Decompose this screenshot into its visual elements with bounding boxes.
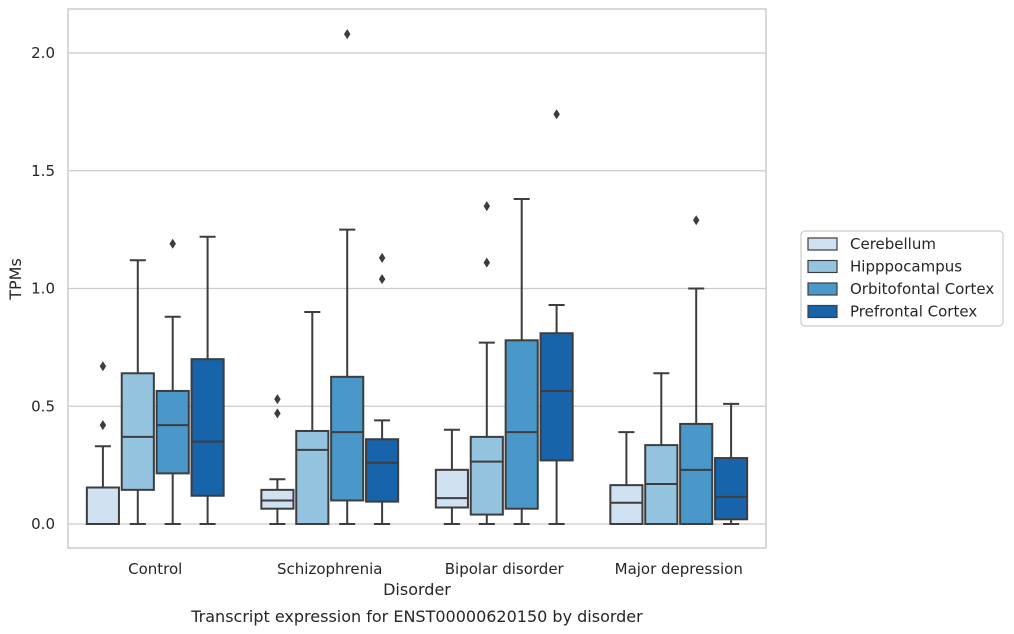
box-group (295, 311, 330, 526)
y-axis-label: TPMs (6, 258, 25, 301)
box (609, 484, 644, 525)
outlier-point (169, 238, 176, 249)
box (190, 358, 225, 497)
box (120, 372, 155, 491)
outlier-point (378, 252, 386, 263)
y-tick-label: 0.0 (31, 515, 55, 533)
y-tick-label: 1.0 (31, 280, 55, 298)
legend: Cerebellum Hipppocampus Orbitofontal Corte… (800, 230, 1004, 327)
box (539, 332, 574, 462)
box-plots (85, 29, 749, 526)
box (434, 468, 469, 509)
box (365, 438, 400, 503)
box-group (120, 259, 155, 525)
box (330, 375, 365, 502)
box-group (539, 109, 574, 525)
outlier-point (274, 408, 281, 419)
box (155, 389, 190, 475)
legend-label: Hipppocampus (850, 258, 962, 276)
outlier-point (483, 257, 491, 268)
box (85, 486, 120, 525)
legend-label: Prefrontal Cortex (850, 303, 977, 321)
outlier-point (378, 274, 386, 285)
box-group (679, 215, 714, 526)
chart-caption: Transcript expression for ENST0000062015… (190, 607, 643, 626)
box-group (434, 428, 469, 525)
x-tick-label: Control (128, 560, 182, 578)
box (295, 429, 330, 526)
box-group (609, 431, 644, 525)
y-tick-label: 0.5 (31, 397, 55, 415)
legend-frame (800, 230, 1004, 327)
x-tick-labels: Control Schizophrenia Bipolar disorder Majo… (128, 560, 743, 578)
box-group (469, 201, 504, 525)
legend-swatch (807, 304, 838, 319)
box-group (714, 402, 749, 525)
y-tick-label: 1.5 (31, 162, 55, 180)
x-tick-label: Major depression (615, 560, 743, 578)
box-group (504, 198, 539, 525)
outlier-point (99, 361, 107, 372)
x-tick-label: Bipolar disorder (445, 560, 565, 578)
legend-swatch (807, 237, 838, 251)
legend-swatch (807, 282, 838, 296)
outlier-point (343, 29, 351, 40)
outlier-point (692, 215, 700, 226)
box (679, 422, 714, 526)
box-group (644, 372, 679, 526)
box-group (260, 394, 295, 525)
box-group (155, 238, 190, 525)
box (714, 457, 749, 521)
box-group (85, 361, 120, 525)
x-axis-label: Disorder (383, 580, 451, 599)
box (469, 435, 504, 516)
outlier-point (274, 394, 281, 405)
legend-swatch (807, 259, 838, 274)
outlier-point (553, 109, 560, 120)
box (504, 339, 539, 510)
y-tick-label: 2.0 (31, 44, 55, 62)
y-tick-labels: 0.0 0.5 1.0 1.5 2.0 (31, 44, 55, 533)
box-group (330, 29, 365, 525)
outlier-point (99, 420, 107, 431)
outlier-point (483, 201, 491, 212)
legend-label: Cerebellum (850, 235, 936, 253)
box-group (190, 235, 225, 525)
plot-frame (67, 8, 767, 549)
legend-label: Orbitofontal Cortex (850, 280, 994, 298)
box (260, 488, 295, 510)
x-tick-label: Schizophrenia (277, 560, 382, 578)
box-group (365, 252, 400, 525)
